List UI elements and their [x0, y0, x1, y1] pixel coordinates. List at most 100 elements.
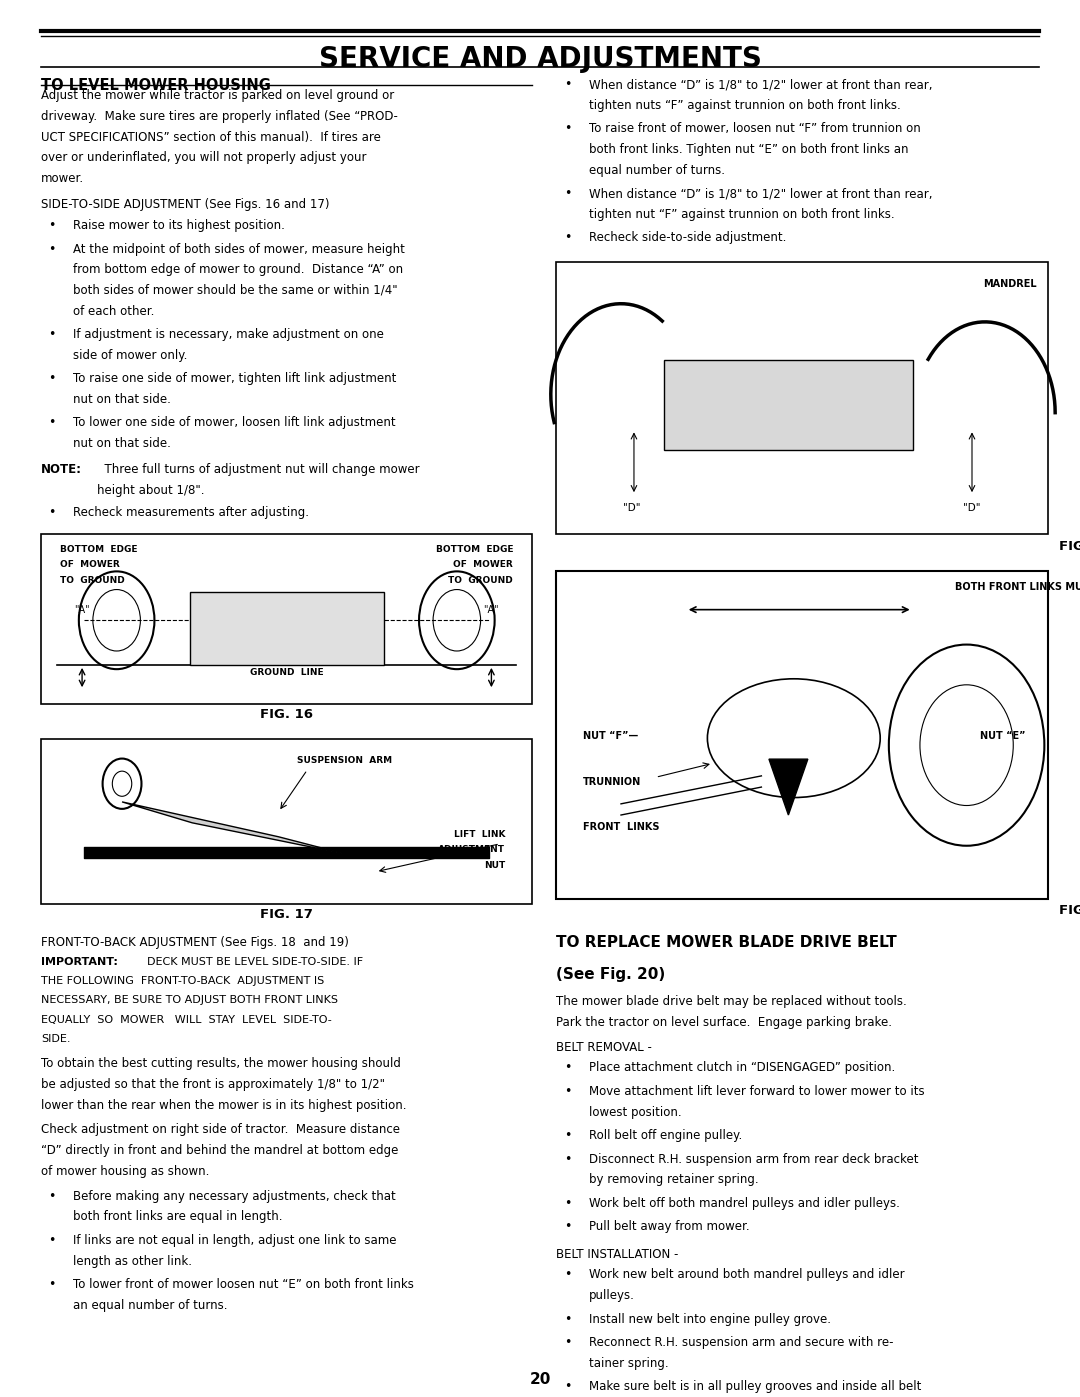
Text: DECK MUST BE LEVEL SIDE-TO-SIDE. IF: DECK MUST BE LEVEL SIDE-TO-SIDE. IF: [140, 957, 364, 967]
Text: FIG. 16: FIG. 16: [260, 708, 313, 721]
Text: Disconnect R.H. suspension arm from rear deck bracket: Disconnect R.H. suspension arm from rear…: [589, 1153, 918, 1165]
Text: NECESSARY, BE SURE TO ADJUST BOTH FRONT LINKS: NECESSARY, BE SURE TO ADJUST BOTH FRONT …: [41, 995, 338, 1006]
Text: •: •: [564, 1153, 571, 1165]
Text: TRUNNION: TRUNNION: [583, 777, 642, 788]
Bar: [664, 359, 913, 450]
Text: LIFT  LINK: LIFT LINK: [454, 830, 505, 838]
Text: •: •: [564, 1313, 571, 1326]
Text: NUT: NUT: [484, 861, 505, 869]
Text: (See Fig. 20): (See Fig. 20): [556, 967, 665, 982]
Text: "A": "A": [75, 605, 90, 615]
Text: To raise one side of mower, tighten lift link adjustment: To raise one side of mower, tighten lift…: [73, 372, 396, 386]
Text: •: •: [49, 243, 56, 256]
Text: When distance “D” is 1/8" to 1/2" lower at front than rear,: When distance “D” is 1/8" to 1/2" lower …: [589, 78, 932, 91]
Text: NUT “E”: NUT “E”: [981, 731, 1026, 742]
Text: UCT SPECIFICATIONS” section of this manual).  If tires are: UCT SPECIFICATIONS” section of this manu…: [41, 131, 381, 144]
Text: •: •: [564, 1268, 571, 1281]
Text: OF  MOWER: OF MOWER: [60, 560, 120, 569]
Text: •: •: [564, 1380, 571, 1393]
Text: "A": "A": [484, 605, 499, 615]
Polygon shape: [122, 802, 343, 854]
Bar: [556, 570, 1048, 898]
Text: •: •: [564, 1220, 571, 1234]
Text: FIG. 19: FIG. 19: [1059, 904, 1080, 918]
Text: lower than the rear when the mower is in its highest position.: lower than the rear when the mower is in…: [41, 1098, 406, 1112]
Text: •: •: [49, 328, 56, 341]
Text: •: •: [49, 1278, 56, 1291]
Text: 20: 20: [529, 1372, 551, 1387]
Text: •: •: [49, 1234, 56, 1248]
Bar: [556, 261, 1048, 534]
Text: by removing retainer spring.: by removing retainer spring.: [589, 1173, 758, 1186]
Text: •: •: [564, 1336, 571, 1350]
Text: mower.: mower.: [41, 172, 84, 186]
Text: FRONT  LINKS: FRONT LINKS: [583, 821, 660, 833]
Text: At the midpoint of both sides of mower, measure height: At the midpoint of both sides of mower, …: [73, 243, 405, 256]
Text: Reconnect R.H. suspension arm and secure with re-: Reconnect R.H. suspension arm and secure…: [589, 1336, 893, 1350]
Text: tainer spring.: tainer spring.: [589, 1356, 669, 1370]
Text: •: •: [564, 1197, 571, 1210]
Text: To lower one side of mower, loosen lift link adjustment: To lower one side of mower, loosen lift …: [73, 416, 396, 429]
Text: Three full turns of adjustment nut will change mower: Three full turns of adjustment nut will …: [97, 464, 420, 476]
Text: BOTTOM  EDGE: BOTTOM EDGE: [60, 545, 138, 553]
Text: SIDE-TO-SIDE ADJUSTMENT (See Figs. 16 and 17): SIDE-TO-SIDE ADJUSTMENT (See Figs. 16 an…: [41, 198, 329, 211]
Text: be adjusted so that the front is approximately 1/8" to 1/2": be adjusted so that the front is approxi…: [41, 1078, 386, 1091]
Text: Place attachment clutch in “DISENGAGED” position.: Place attachment clutch in “DISENGAGED” …: [589, 1062, 895, 1074]
Text: To lower front of mower loosen nut “E” on both front links: To lower front of mower loosen nut “E” o…: [73, 1278, 415, 1291]
Text: Adjust the mower while tractor is parked on level ground or: Adjust the mower while tractor is parked…: [41, 89, 394, 102]
Text: lowest position.: lowest position.: [589, 1105, 681, 1119]
Text: BOTTOM  EDGE: BOTTOM EDGE: [435, 545, 513, 553]
Text: FIG. 18: FIG. 18: [1058, 539, 1080, 553]
Text: Pull belt away from mower.: Pull belt away from mower.: [589, 1220, 750, 1234]
Text: Install new belt into engine pulley grove.: Install new belt into engine pulley grov…: [589, 1313, 831, 1326]
Bar: [190, 592, 384, 665]
Text: Park the tractor on level surface.  Engage parking brake.: Park the tractor on level surface. Engag…: [556, 1016, 892, 1030]
Text: TO  GROUND: TO GROUND: [60, 576, 125, 584]
Text: TO  GROUND: TO GROUND: [448, 576, 513, 584]
Text: •: •: [564, 232, 571, 244]
Text: •: •: [564, 78, 571, 91]
Text: NOTE:: NOTE:: [41, 464, 82, 476]
Text: equal number of turns.: equal number of turns.: [589, 163, 725, 177]
Text: •: •: [564, 123, 571, 136]
Text: of mower housing as shown.: of mower housing as shown.: [41, 1165, 210, 1178]
Text: Move attachment lift lever forward to lower mower to its: Move attachment lift lever forward to lo…: [589, 1085, 924, 1098]
Text: "D": "D": [963, 503, 981, 514]
Text: MANDREL: MANDREL: [983, 278, 1037, 289]
Text: nut on that side.: nut on that side.: [73, 437, 172, 450]
Text: nut on that side.: nut on that side.: [73, 393, 172, 407]
Text: of each other.: of each other.: [73, 305, 154, 317]
Text: SIDE.: SIDE.: [41, 1034, 70, 1044]
Text: TO REPLACE MOWER BLADE DRIVE BELT: TO REPLACE MOWER BLADE DRIVE BELT: [556, 935, 897, 950]
Text: both front links. Tighten nut “E” on both front links an: both front links. Tighten nut “E” on bot…: [589, 142, 908, 156]
Text: OF  MOWER: OF MOWER: [454, 560, 513, 569]
Text: To raise front of mower, loosen nut “F” from trunnion on: To raise front of mower, loosen nut “F” …: [589, 123, 920, 136]
Text: height about 1/8".: height about 1/8".: [97, 483, 205, 497]
Text: •: •: [49, 219, 56, 232]
Ellipse shape: [707, 679, 880, 798]
Text: Work belt off both mandrel pulleys and idler pulleys.: Work belt off both mandrel pulleys and i…: [589, 1197, 900, 1210]
Text: EQUALLY  SO  MOWER   WILL  STAY  LEVEL  SIDE-TO-: EQUALLY SO MOWER WILL STAY LEVEL SIDE-TO…: [41, 1014, 332, 1024]
Bar: [41, 534, 532, 704]
Text: •: •: [564, 1085, 571, 1098]
Text: Recheck measurements after adjusting.: Recheck measurements after adjusting.: [73, 506, 310, 520]
Text: The mower blade drive belt may be replaced without tools.: The mower blade drive belt may be replac…: [556, 995, 907, 1009]
Text: Recheck side-to-side adjustment.: Recheck side-to-side adjustment.: [589, 232, 786, 244]
Text: from bottom edge of mower to ground.  Distance “A” on: from bottom edge of mower to ground. Dis…: [73, 263, 404, 277]
Text: Work new belt around both mandrel pulleys and idler: Work new belt around both mandrel pulley…: [589, 1268, 904, 1281]
Text: If adjustment is necessary, make adjustment on one: If adjustment is necessary, make adjustm…: [73, 328, 384, 341]
Text: BELT REMOVAL -: BELT REMOVAL -: [556, 1041, 652, 1053]
Text: GROUND  LINE: GROUND LINE: [249, 668, 324, 676]
Text: length as other link.: length as other link.: [73, 1255, 192, 1267]
Text: driveway.  Make sure tires are properly inflated (See “PROD-: driveway. Make sure tires are properly i…: [41, 110, 397, 123]
Text: THE FOLLOWING  FRONT-TO-BACK  ADJUSTMENT IS: THE FOLLOWING FRONT-TO-BACK ADJUSTMENT I…: [41, 977, 324, 986]
Text: •: •: [564, 187, 571, 200]
Polygon shape: [769, 759, 808, 814]
Text: "D": "D": [623, 503, 640, 514]
Text: FRONT-TO-BACK ADJUSTMENT (See Figs. 18  and 19): FRONT-TO-BACK ADJUSTMENT (See Figs. 18 a…: [41, 936, 349, 949]
Text: ADJUSTMENT: ADJUSTMENT: [438, 845, 505, 854]
Text: BOTH FRONT LINKS MUST BE EQUAL IN LENGTH: BOTH FRONT LINKS MUST BE EQUAL IN LENGTH: [955, 581, 1080, 592]
Text: both front links are equal in length.: both front links are equal in length.: [73, 1210, 283, 1224]
Text: BELT INSTALLATION -: BELT INSTALLATION -: [556, 1248, 678, 1261]
Text: If links are not equal in length, adjust one link to same: If links are not equal in length, adjust…: [73, 1234, 397, 1248]
